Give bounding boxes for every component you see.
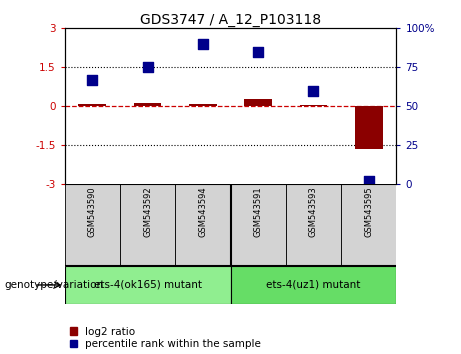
- Bar: [65, 184, 120, 266]
- Legend: log2 ratio, percentile rank within the sample: log2 ratio, percentile rank within the s…: [70, 327, 261, 349]
- Point: [89, 77, 96, 82]
- Text: GSM543593: GSM543593: [309, 187, 318, 237]
- Bar: [341, 184, 396, 266]
- Bar: [230, 266, 396, 304]
- Text: ets-4(ok165) mutant: ets-4(ok165) mutant: [94, 280, 201, 290]
- Point: [144, 64, 151, 70]
- Text: GSM543595: GSM543595: [364, 187, 373, 237]
- Bar: [65, 266, 230, 304]
- Text: GSM543591: GSM543591: [254, 187, 263, 237]
- Title: GDS3747 / A_12_P103118: GDS3747 / A_12_P103118: [140, 13, 321, 27]
- Bar: [355, 106, 383, 149]
- Point: [365, 178, 372, 184]
- Text: genotype/variation: genotype/variation: [5, 280, 104, 290]
- Point: [254, 49, 262, 55]
- Text: GSM543590: GSM543590: [88, 187, 97, 237]
- Bar: [120, 184, 175, 266]
- Point: [310, 88, 317, 93]
- Bar: [134, 103, 161, 106]
- Text: GSM543592: GSM543592: [143, 187, 152, 237]
- Point: [199, 41, 207, 47]
- Text: ets-4(uz1) mutant: ets-4(uz1) mutant: [266, 280, 361, 290]
- Text: GSM543594: GSM543594: [198, 187, 207, 237]
- Bar: [78, 104, 106, 106]
- Bar: [300, 105, 327, 106]
- Bar: [175, 184, 230, 266]
- Bar: [244, 99, 272, 106]
- Bar: [189, 104, 217, 106]
- Bar: [286, 184, 341, 266]
- Bar: [230, 184, 286, 266]
